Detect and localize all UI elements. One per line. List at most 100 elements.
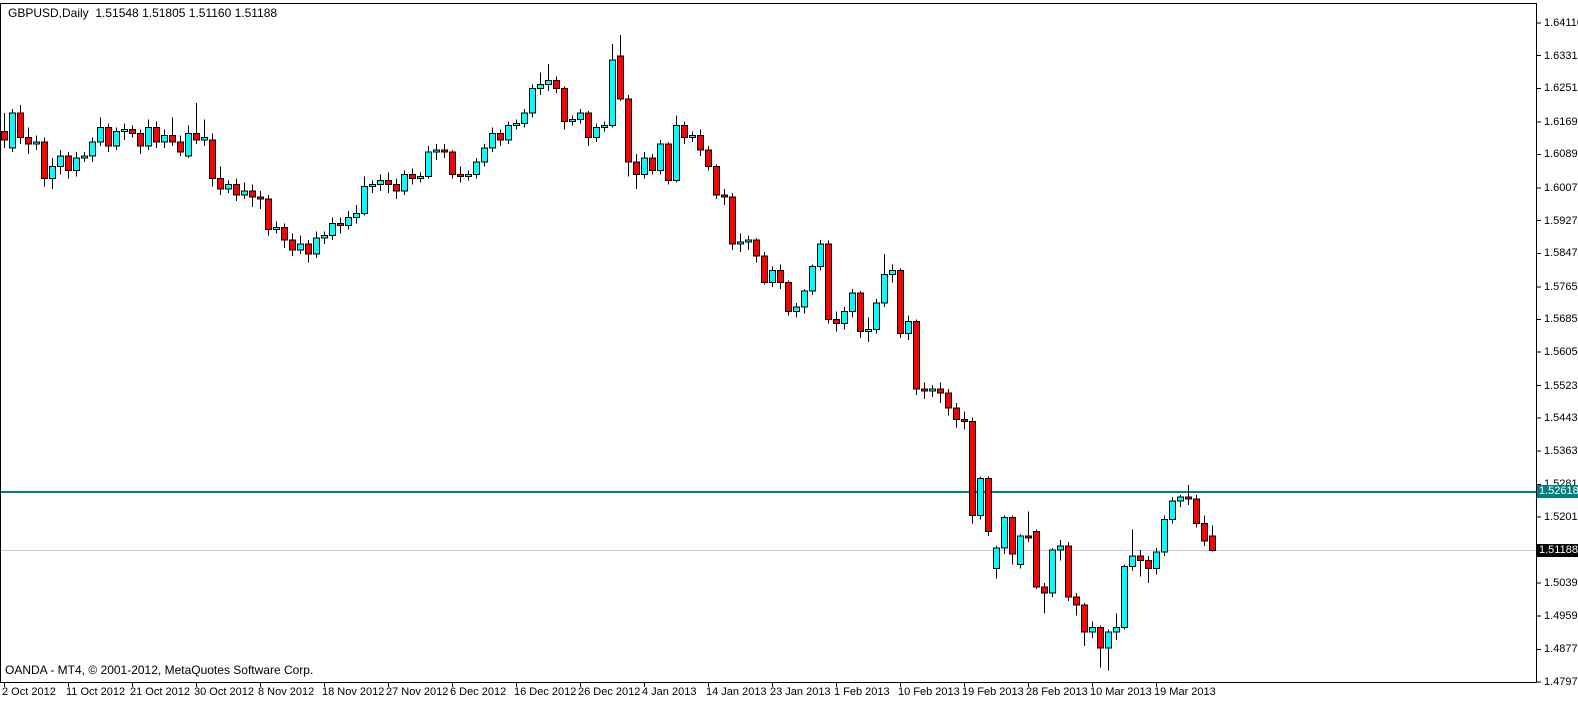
candle-body-down[interactable] (233, 184, 240, 196)
candle-body-up[interactable] (489, 133, 496, 149)
candle-body-up[interactable] (273, 227, 280, 231)
candle-body-down[interactable] (753, 239, 760, 257)
candle-body-up[interactable] (225, 184, 232, 190)
candle-body-up[interactable] (537, 84, 544, 90)
candle-body-down[interactable] (1145, 559, 1152, 569)
candle-body-up[interactable] (1153, 551, 1160, 569)
candle-body-down[interactable] (833, 318, 840, 325)
candle-body-down[interactable] (897, 269, 904, 335)
candle-body-up[interactable] (241, 190, 248, 196)
candle-body-down[interactable] (1041, 586, 1048, 594)
candle-body-down[interactable] (665, 143, 672, 182)
candle-body-down[interactable] (1209, 535, 1216, 552)
candle-body-down[interactable] (713, 165, 720, 196)
candle-body-down[interactable] (209, 139, 216, 180)
candle-body-up[interactable] (481, 147, 488, 163)
candle-body-up[interactable] (121, 129, 128, 133)
candle-body-up[interactable] (609, 59, 616, 126)
candle-body-down[interactable] (585, 112, 592, 139)
candle-body-up[interactable] (1177, 496, 1184, 502)
candle-body-down[interactable] (249, 190, 256, 198)
candle-body-up[interactable] (81, 155, 88, 159)
candle-body-up[interactable] (745, 239, 752, 243)
candle-body-down[interactable] (625, 98, 632, 163)
candle-body-down[interactable] (337, 222, 344, 227)
candle-body-down[interactable] (217, 178, 224, 190)
candle-body-down[interactable] (681, 124, 688, 139)
candle-body-up[interactable] (873, 302, 880, 331)
candle-body-down[interactable] (1073, 596, 1080, 606)
candle-body-up[interactable] (1169, 500, 1176, 520)
candle-body-up[interactable] (657, 143, 664, 171)
candle-body-up[interactable] (905, 320, 912, 335)
candle-body-up[interactable] (465, 173, 472, 178)
candle-body-down[interactable] (41, 141, 48, 180)
candle-body-down[interactable] (385, 180, 392, 186)
candle-body-up[interactable] (1089, 627, 1096, 633)
candle-body-down[interactable] (457, 173, 464, 178)
candle-body-down[interactable] (393, 184, 400, 192)
candle-body-up[interactable] (161, 135, 168, 143)
candle-body-down[interactable] (777, 269, 784, 284)
candle-body-up[interactable] (89, 141, 96, 157)
candle-body-down[interactable] (169, 135, 176, 143)
candle-body-down[interactable] (441, 149, 448, 153)
candle-body-up[interactable] (841, 310, 848, 325)
candle-body-down[interactable] (65, 155, 72, 171)
candle-body-up[interactable] (145, 127, 152, 147)
candle-body-up[interactable] (313, 237, 320, 255)
candle-body-up[interactable] (417, 176, 424, 180)
candle-body-up[interactable] (793, 306, 800, 312)
candle-body-up[interactable] (401, 173, 408, 192)
candle-body-up[interactable] (1105, 631, 1112, 649)
candle-body-down[interactable] (633, 161, 640, 175)
candle-body-down[interactable] (785, 282, 792, 312)
candle-body-up[interactable] (361, 186, 368, 214)
candle-body-down[interactable] (961, 418, 968, 423)
candle-body-up[interactable] (593, 127, 600, 139)
candle-body-down[interactable] (1137, 555, 1144, 561)
candle-body-down[interactable] (857, 292, 864, 333)
candle-body-up[interactable] (881, 274, 888, 304)
candle-body-up[interactable] (849, 292, 856, 312)
candle-body-down[interactable] (921, 388, 928, 392)
candle-body-down[interactable] (617, 55, 624, 100)
candle-body-up[interactable] (345, 216, 352, 227)
candle-body-down[interactable] (1025, 535, 1032, 539)
candle-body-down[interactable] (649, 157, 656, 171)
candle-body-up[interactable] (545, 80, 552, 86)
candle-body-up[interactable] (641, 157, 648, 175)
candle-body-up[interactable] (297, 243, 304, 251)
candle-body-up[interactable] (433, 149, 440, 153)
candle-body-up[interactable] (9, 112, 16, 149)
candle-body-up[interactable] (1129, 555, 1136, 567)
candle-body-up[interactable] (113, 131, 120, 147)
candle-body-down[interactable] (913, 320, 920, 390)
candle-body-down[interactable] (129, 129, 136, 135)
candle-body-up[interactable] (1057, 545, 1064, 551)
candle-body-up[interactable] (817, 243, 824, 267)
candle-body-up[interactable] (577, 112, 584, 120)
candle-body-down[interactable] (153, 127, 160, 143)
candle-body-up[interactable] (769, 269, 776, 284)
candle-body-up[interactable] (569, 118, 576, 122)
candle-body-down[interactable] (177, 141, 184, 153)
candle-body-down[interactable] (1081, 604, 1088, 633)
candle-body-down[interactable] (289, 239, 296, 251)
candle-body-up[interactable] (737, 241, 744, 245)
candle-body-up[interactable] (889, 269, 896, 276)
candle-body-up[interactable] (369, 184, 376, 188)
candle-body-up[interactable] (377, 180, 384, 186)
candle-body-up[interactable] (993, 547, 1000, 569)
candle-body-up[interactable] (49, 165, 56, 180)
candle-body-down[interactable] (721, 194, 728, 198)
candle-body-down[interactable] (729, 196, 736, 245)
candle-body-up[interactable] (329, 222, 336, 237)
candle-body-down[interactable] (553, 80, 560, 90)
candle-body-up[interactable] (33, 141, 40, 145)
candle-body-down[interactable] (1033, 531, 1040, 588)
candle-body-down[interactable] (945, 392, 952, 409)
candle-body-down[interactable] (409, 173, 416, 180)
candle-body-up[interactable] (977, 478, 984, 516)
